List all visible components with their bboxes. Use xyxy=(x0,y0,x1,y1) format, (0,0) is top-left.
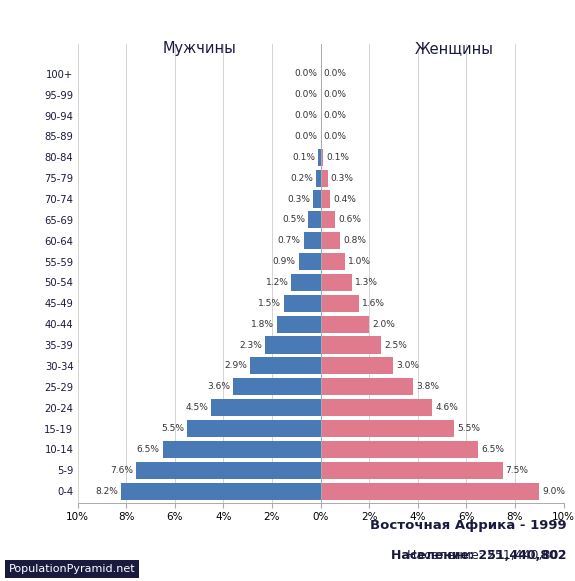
Bar xyxy=(233,378,321,395)
Text: 6.5%: 6.5% xyxy=(137,445,160,454)
Bar xyxy=(321,149,323,166)
Text: 1.8%: 1.8% xyxy=(251,320,274,329)
Text: 0.0%: 0.0% xyxy=(294,132,317,141)
Text: 5.5%: 5.5% xyxy=(161,424,184,433)
Text: Женщины: Женщины xyxy=(415,41,493,56)
Bar xyxy=(321,295,359,312)
Bar xyxy=(121,483,321,500)
Bar xyxy=(321,274,352,291)
Text: 5.5%: 5.5% xyxy=(457,424,480,433)
Text: 1.0%: 1.0% xyxy=(348,257,371,266)
Bar xyxy=(321,253,345,270)
Bar xyxy=(321,357,393,375)
Bar xyxy=(187,420,321,437)
Bar xyxy=(321,420,454,437)
Text: 0.0%: 0.0% xyxy=(294,90,317,99)
Text: 2.3%: 2.3% xyxy=(239,340,262,350)
Text: 1.5%: 1.5% xyxy=(258,299,281,308)
Bar xyxy=(321,170,328,187)
Text: 0.0%: 0.0% xyxy=(324,90,347,99)
Bar xyxy=(304,232,321,249)
Bar xyxy=(316,170,321,187)
Bar xyxy=(321,191,330,207)
Text: 0.8%: 0.8% xyxy=(343,236,366,245)
Bar xyxy=(264,336,321,354)
Bar xyxy=(284,295,321,312)
Text: 0.6%: 0.6% xyxy=(338,216,361,224)
Bar xyxy=(321,483,539,500)
Text: 0.0%: 0.0% xyxy=(324,69,347,78)
Bar xyxy=(318,149,321,166)
Text: 1.6%: 1.6% xyxy=(362,299,385,308)
Text: 4.6%: 4.6% xyxy=(435,403,458,412)
Text: 0.3%: 0.3% xyxy=(331,174,354,182)
Bar xyxy=(321,441,478,458)
Text: 8.2%: 8.2% xyxy=(95,487,118,496)
Text: 0.1%: 0.1% xyxy=(326,153,349,162)
Bar xyxy=(321,399,432,416)
Text: 0.5%: 0.5% xyxy=(282,216,305,224)
Text: Население: 251,440,802: Население: 251,440,802 xyxy=(391,550,566,562)
Bar xyxy=(163,441,321,458)
Text: 2.5%: 2.5% xyxy=(384,340,407,350)
Bar xyxy=(298,253,321,270)
Text: 0.4%: 0.4% xyxy=(333,195,356,203)
Text: 0.2%: 0.2% xyxy=(290,174,313,182)
Bar xyxy=(321,336,381,354)
Bar xyxy=(321,378,413,395)
Bar xyxy=(321,211,335,228)
Text: 0.0%: 0.0% xyxy=(294,69,317,78)
Bar xyxy=(277,315,321,333)
Text: 9.0%: 9.0% xyxy=(542,487,565,496)
Text: 0.0%: 0.0% xyxy=(294,111,317,120)
Bar xyxy=(308,211,321,228)
Bar xyxy=(211,399,321,416)
Text: 3.8%: 3.8% xyxy=(416,382,439,391)
Bar xyxy=(313,191,321,207)
Bar xyxy=(136,462,321,479)
Text: 3.0%: 3.0% xyxy=(396,361,419,371)
Text: 6.5%: 6.5% xyxy=(481,445,504,454)
Text: 2.9%: 2.9% xyxy=(224,361,247,371)
Text: 3.6%: 3.6% xyxy=(207,382,230,391)
Text: 7.5%: 7.5% xyxy=(505,466,528,475)
Bar xyxy=(250,357,321,375)
Text: 0.3%: 0.3% xyxy=(288,195,310,203)
Text: 0.1%: 0.1% xyxy=(292,153,315,162)
Text: PopulationPyramid.net: PopulationPyramid.net xyxy=(9,564,135,574)
Text: 0.0%: 0.0% xyxy=(324,132,347,141)
Bar xyxy=(292,274,321,291)
Text: 0.7%: 0.7% xyxy=(278,236,301,245)
Bar xyxy=(321,315,369,333)
Text: 1.2%: 1.2% xyxy=(266,278,289,287)
Text: 1.3%: 1.3% xyxy=(355,278,378,287)
Bar xyxy=(321,462,503,479)
Text: 0.9%: 0.9% xyxy=(273,257,296,266)
Text: Население: 251,440,802: Население: 251,440,802 xyxy=(407,550,566,562)
Text: 4.5%: 4.5% xyxy=(186,403,208,412)
Text: 2.0%: 2.0% xyxy=(372,320,395,329)
Text: Мужчины: Мужчины xyxy=(162,41,236,56)
Text: 7.6%: 7.6% xyxy=(110,466,133,475)
Bar xyxy=(321,232,340,249)
Text: Восточная Африка - 1999: Восточная Африка - 1999 xyxy=(370,519,566,532)
Text: 0.0%: 0.0% xyxy=(324,111,347,120)
